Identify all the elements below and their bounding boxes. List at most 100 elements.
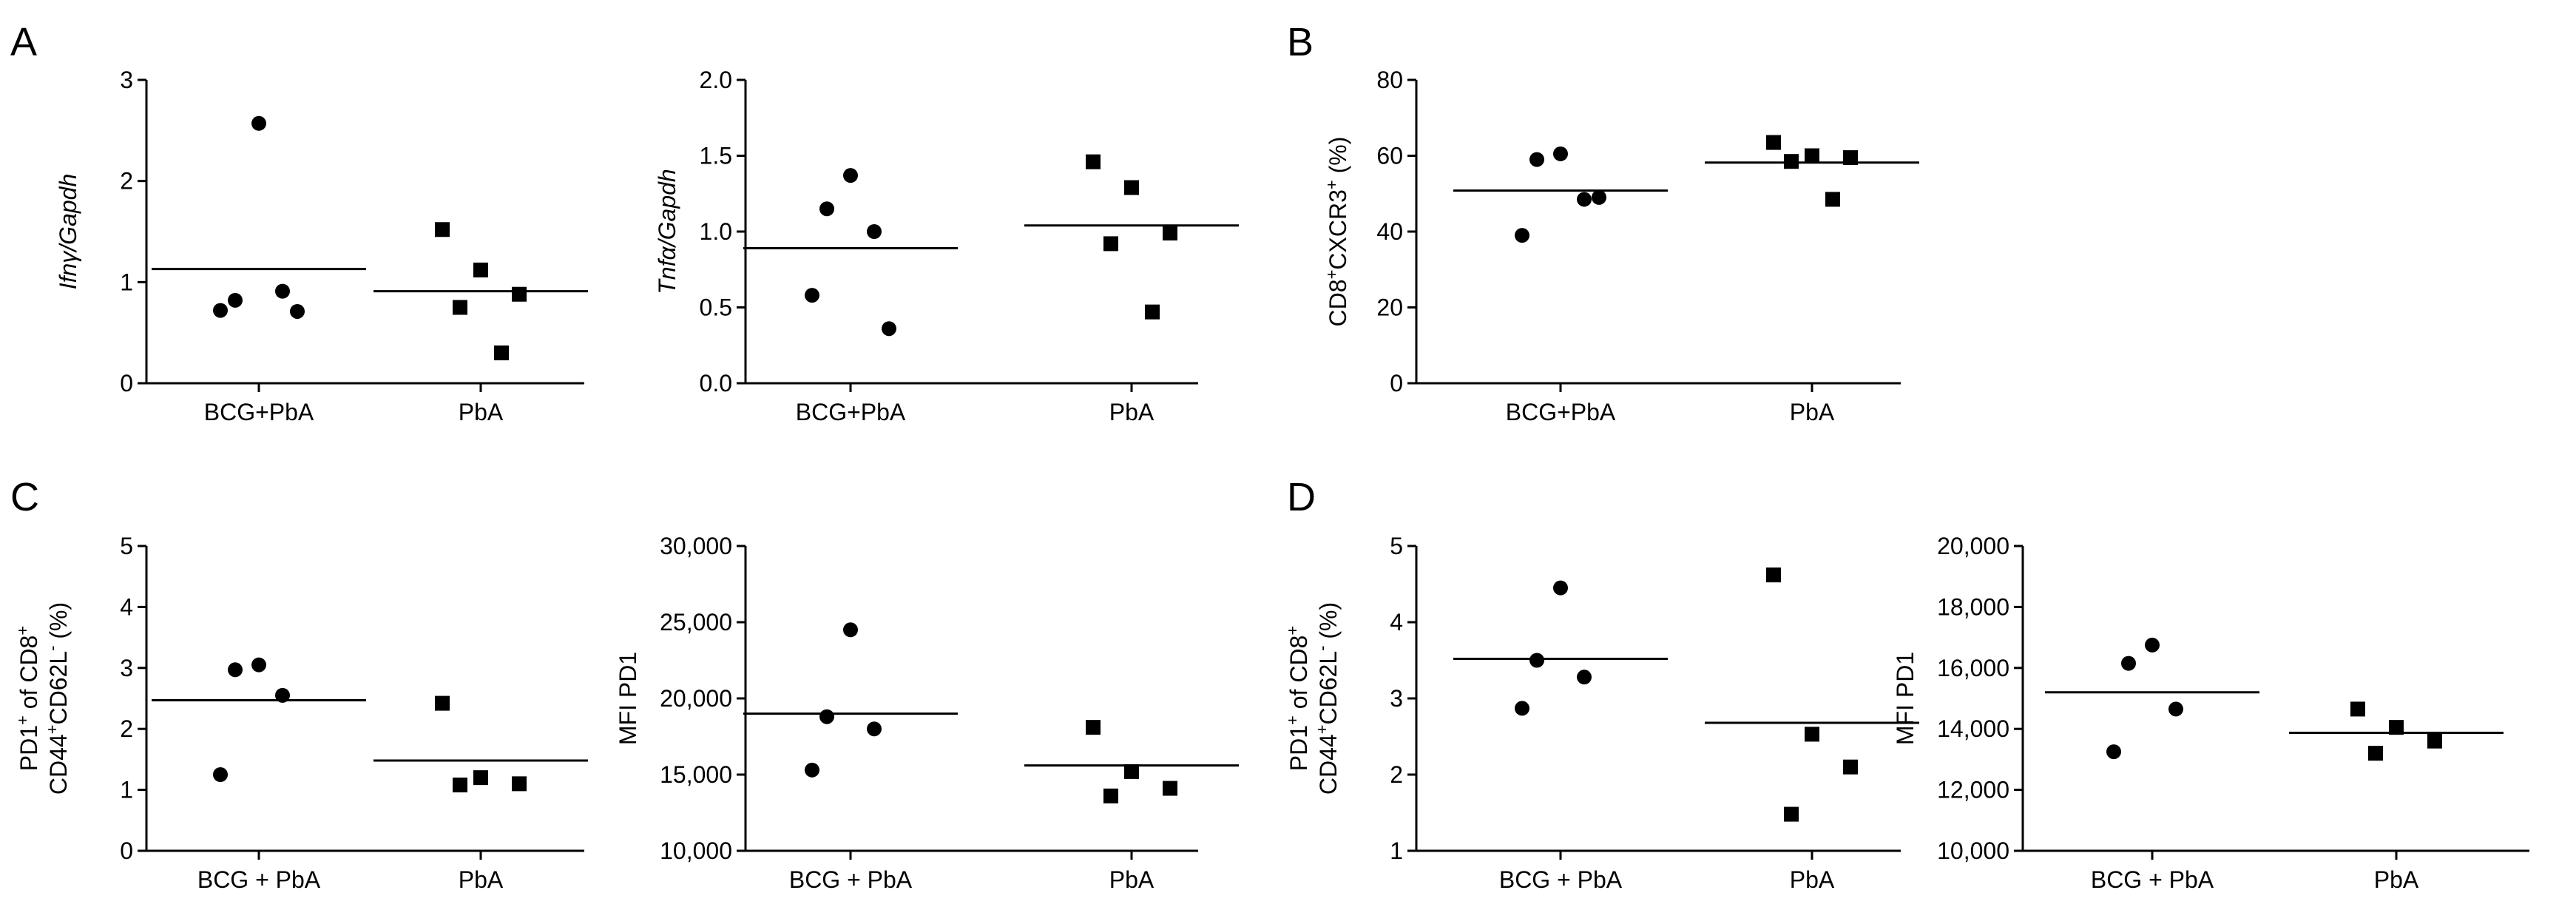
y-tick-label: 20,000 bbox=[660, 685, 732, 712]
y-axis-label: PD1+ of CD8+ bbox=[13, 626, 43, 771]
panel-label-d: D bbox=[1287, 475, 1316, 519]
data-point bbox=[453, 300, 467, 315]
data-point bbox=[1592, 189, 1606, 205]
y-tick-label: 10,000 bbox=[660, 837, 732, 864]
y-tick-label: 0.5 bbox=[700, 294, 732, 321]
chart-4: 0 1 2 3 4 5 BCG + PbA PbA PD1+ of CD8+CD44+CD62L… bbox=[13, 533, 588, 893]
data-point bbox=[1086, 154, 1101, 169]
data-point bbox=[1163, 226, 1177, 241]
data-point bbox=[1553, 146, 1568, 161]
x-tick-label: BCG + PbA bbox=[1499, 866, 1623, 893]
data-point bbox=[473, 262, 488, 277]
y-tick-label: 2 bbox=[1390, 761, 1403, 788]
data-point bbox=[251, 115, 266, 131]
x-tick-label: BCG+PbA bbox=[1506, 399, 1616, 425]
panel-label-c: C bbox=[10, 475, 39, 519]
data-point bbox=[1145, 304, 1160, 320]
data-point bbox=[2427, 733, 2442, 749]
y-tick-label: 60 bbox=[1376, 143, 1403, 169]
chart-1: 0 1 2 3 BCG+PbA PbA Ifnγ/Gapdh bbox=[55, 67, 588, 425]
y-tick-label: 2 bbox=[120, 168, 133, 195]
x-tick-label: BCG + PbA bbox=[197, 866, 321, 893]
data-point bbox=[275, 283, 290, 299]
data-point bbox=[1805, 148, 1819, 164]
y-tick-label: 80 bbox=[1376, 67, 1403, 93]
data-point bbox=[1825, 192, 1840, 207]
data-point bbox=[867, 721, 882, 737]
y-tick-label: 40 bbox=[1376, 218, 1403, 245]
chart-7: 10,000 12,000 14,000 16,000 18,000 20,000 BCG … bbox=[1892, 533, 2529, 893]
y-tick-label: 0 bbox=[1390, 370, 1403, 397]
data-point bbox=[1103, 236, 1118, 252]
y-axis-label: Ifnγ/Gapdh bbox=[55, 174, 81, 290]
y-tick-label: 25,000 bbox=[660, 609, 732, 636]
y-tick-label: 16,000 bbox=[1937, 655, 2009, 681]
data-point bbox=[1124, 180, 1139, 195]
y-tick-label: 30,000 bbox=[660, 533, 732, 559]
data-point bbox=[2350, 701, 2365, 717]
data-point bbox=[2121, 655, 2136, 671]
y-tick-label: 12,000 bbox=[1937, 777, 2009, 803]
y-tick-label: 1.5 bbox=[700, 143, 732, 169]
x-tick-label: PbA bbox=[1109, 399, 1155, 425]
y-tick-label: 18,000 bbox=[1937, 593, 2009, 620]
data-point bbox=[1843, 759, 1858, 775]
y-tick-label: 20 bbox=[1376, 294, 1403, 321]
data-point bbox=[1577, 670, 1592, 685]
x-tick-label: PbA bbox=[1790, 399, 1835, 425]
y-tick-label: 20,000 bbox=[1937, 533, 2009, 559]
data-point bbox=[2368, 746, 2383, 761]
data-point bbox=[1577, 192, 1592, 207]
data-point bbox=[512, 776, 527, 792]
x-tick-label: PbA bbox=[1109, 866, 1155, 893]
y-tick-label: 10,000 bbox=[1937, 837, 2009, 864]
y-axis-label: MFI PD1 bbox=[615, 652, 641, 745]
data-point bbox=[1766, 135, 1781, 150]
data-point bbox=[819, 201, 834, 217]
data-point bbox=[473, 770, 488, 786]
data-point bbox=[1529, 653, 1544, 668]
y-axis-label: CD8+CXCR3+ (%) bbox=[1322, 137, 1352, 327]
data-point bbox=[1515, 228, 1529, 243]
y-tick-label: 3 bbox=[120, 67, 133, 93]
data-point bbox=[2106, 744, 2121, 760]
y-tick-label: 3 bbox=[120, 655, 133, 681]
x-tick-label: BCG+PbA bbox=[204, 399, 314, 425]
panel-label-b: B bbox=[1287, 20, 1314, 64]
y-axis-label-line2: CD44+CD62L- (%) bbox=[43, 602, 72, 795]
y-tick-label: 4 bbox=[120, 593, 133, 620]
data-point bbox=[1086, 720, 1101, 735]
y-tick-label: 3 bbox=[1390, 685, 1403, 712]
y-axis-label-line2: CD44+CD62L- (%) bbox=[1313, 602, 1342, 795]
x-tick-label: BCG + PbA bbox=[2091, 866, 2214, 893]
data-point bbox=[251, 657, 266, 673]
data-point bbox=[1124, 764, 1139, 779]
data-point bbox=[805, 288, 819, 303]
data-point bbox=[819, 709, 834, 724]
data-point bbox=[213, 303, 228, 318]
data-point bbox=[1163, 781, 1177, 796]
data-point bbox=[1805, 727, 1819, 742]
data-point bbox=[228, 662, 243, 678]
y-tick-label: 1.0 bbox=[700, 218, 732, 245]
chart-2: 0.0 0.5 1.0 1.5 2.0 BCG+PbA PbA Tnfα/Gapdh bbox=[654, 67, 1239, 425]
y-tick-label: 0.0 bbox=[700, 370, 732, 397]
data-point bbox=[843, 168, 858, 183]
x-tick-label: PbA bbox=[459, 399, 504, 425]
data-point bbox=[1766, 567, 1781, 583]
y-tick-label: 1 bbox=[1390, 837, 1403, 864]
x-tick-label: PbA bbox=[2374, 866, 2419, 893]
y-tick-label: 15,000 bbox=[660, 761, 732, 788]
chart-6: 1 2 3 4 5 BCG + PbA PbA PD1+ of CD8+CD44+CD62L-… bbox=[1283, 533, 1919, 893]
y-axis-label: MFI PD1 bbox=[1892, 652, 1919, 745]
data-point bbox=[1529, 152, 1544, 167]
x-tick-label: PbA bbox=[1790, 866, 1835, 893]
y-tick-label: 0 bbox=[120, 837, 133, 864]
data-point bbox=[494, 346, 509, 360]
y-tick-label: 1 bbox=[120, 269, 133, 295]
y-tick-label: 2.0 bbox=[700, 67, 732, 93]
data-point bbox=[435, 695, 450, 711]
data-point bbox=[1843, 150, 1858, 166]
data-point bbox=[228, 292, 243, 308]
